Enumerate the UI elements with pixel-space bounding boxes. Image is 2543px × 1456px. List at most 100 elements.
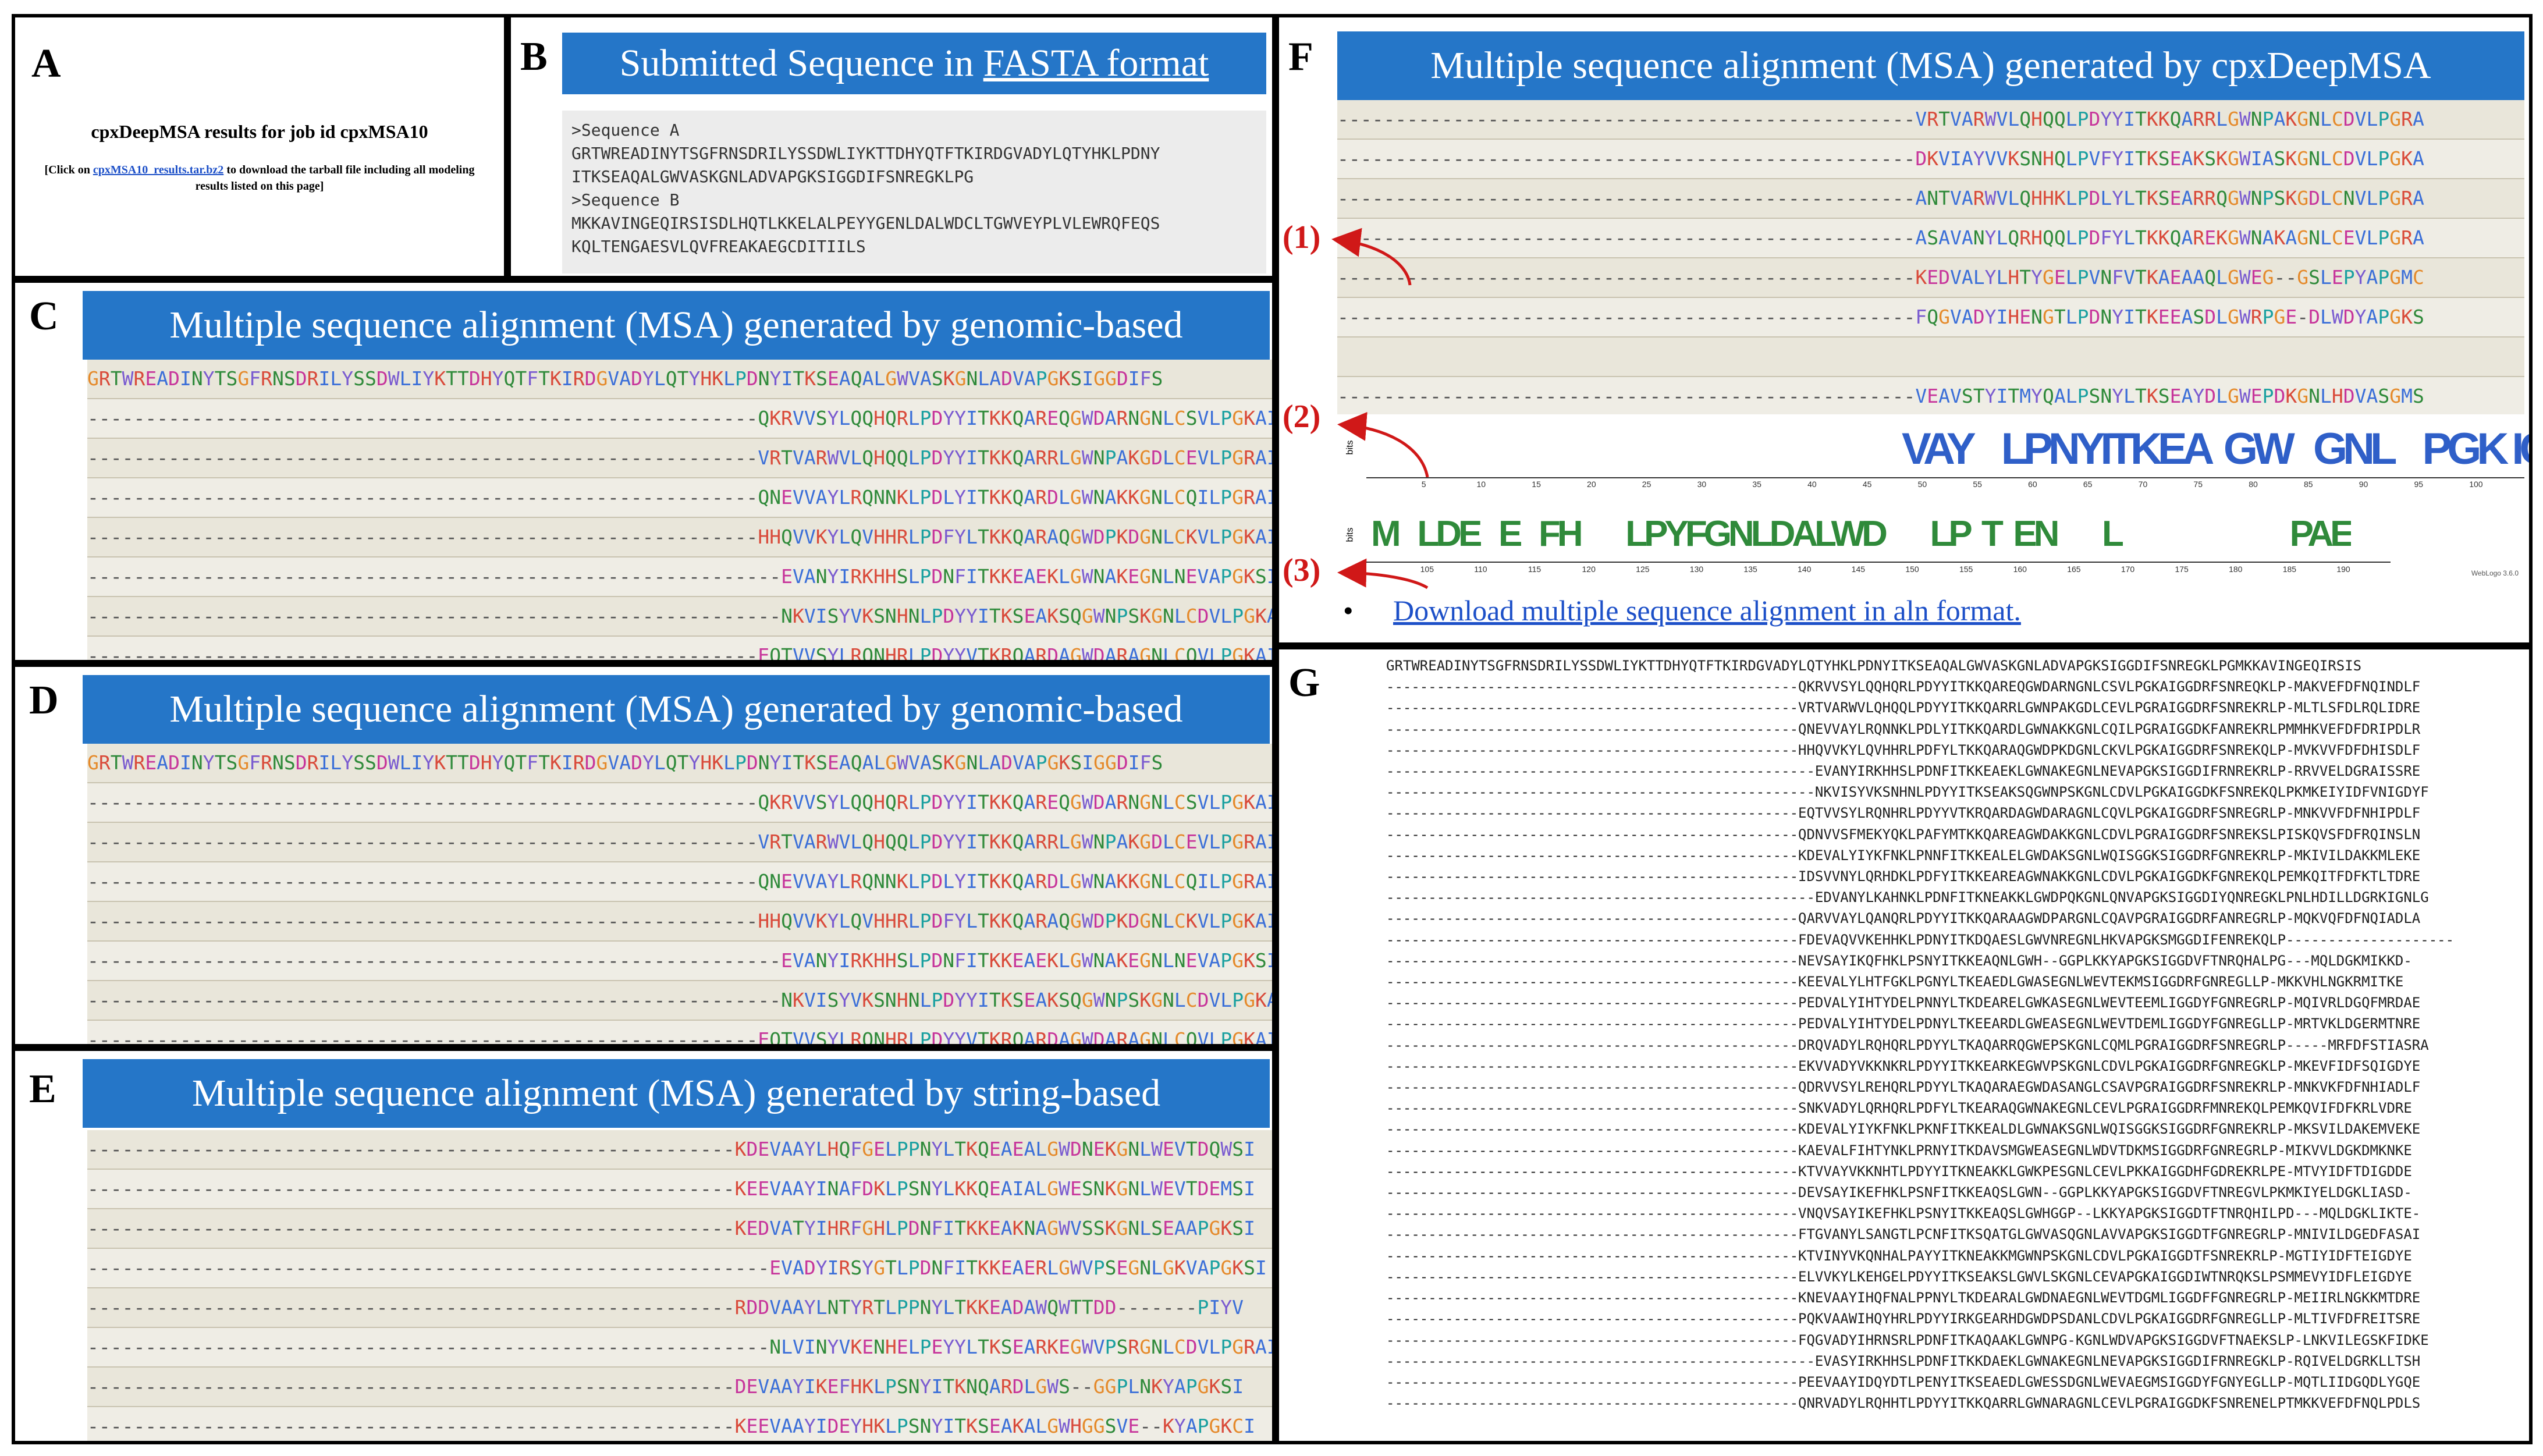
- msa-alignment-d: GRTWREADINYTSGFRNSDRILYSSDWLIYKTTDHYQTFT…: [87, 744, 1272, 1044]
- tarball-link[interactable]: cpxMSA10_results.tar.bz2: [93, 164, 224, 176]
- msa-header-e: Multiple sequence alignment (MSA) genera…: [83, 1059, 1270, 1128]
- logo-axis-tick-label: 100: [2469, 480, 2483, 489]
- logo-axis-tick-label: 120: [1582, 564, 1596, 574]
- logo-axis-tick-label: 35: [1752, 480, 1761, 489]
- sequence-logo-2: bits M LDE E FH LPYFGNLDALWD LP T EN L P…: [1343, 506, 2524, 582]
- alignment-text-row: ----------------------------------------…: [1386, 826, 2421, 843]
- logo-axis-line-1: [1366, 477, 2524, 478]
- alignment-text-row: ----------------------------------------…: [1386, 699, 2421, 716]
- alignment-row: ----------------------------------------…: [87, 518, 1272, 557]
- msa-header-d: Multiple sequence alignment (MSA) genera…: [83, 675, 1270, 744]
- alignment-text-row: ----------------------------------------…: [1386, 741, 2421, 758]
- job-note: [Click on cpxMSA10_results.tar.bz2 to do…: [44, 162, 475, 194]
- download-aln-link[interactable]: Download multiple sequence alignment in …: [1393, 594, 2021, 627]
- panel-b: B Submitted Sequence in FASTA format >Se…: [507, 14, 1276, 279]
- panel-label-c: C: [29, 294, 59, 339]
- alignment-row: ----------------------------------------…: [1337, 219, 2524, 258]
- annotation-marker-3: (3): [1283, 552, 1321, 588]
- panel-label-g: G: [1288, 660, 1320, 705]
- msa-text-list-g: GRTWREADINYTSGFRNSDRILYSSDWLIYKTTDHYQTFT…: [1386, 655, 2527, 1441]
- alignment-text-row: ----------------------------------------…: [1386, 784, 2429, 801]
- sequence-logo-1: bits VAY LPNYITKEA GW GNL PGK IGGDFNBE L…: [1343, 419, 2529, 500]
- alignment-text-row: ----------------------------------------…: [1386, 1100, 2412, 1117]
- alignment-row: ----------------------------------------…: [87, 823, 1272, 862]
- logo-axis-tick-label: 135: [1743, 564, 1757, 574]
- alignment-row: ----------------------------------------…: [1337, 179, 2524, 219]
- panel-g: G GRTWREADINYTSGFRNSDRILYSSDWLIYKTTDHYQT…: [1276, 646, 2533, 1444]
- alignment-text-row: ----------------------------------------…: [1386, 1311, 2421, 1327]
- logo-axis-tick-label: 60: [2028, 480, 2037, 489]
- alignment-row: ----------------------------------------…: [1337, 140, 2524, 179]
- alignment-text-row: ----------------------------------------…: [1386, 889, 2429, 906]
- logo-letters-1: VAY LPNYITKEA GW GNL PGK IGGDFNBE LP: [1902, 424, 2529, 474]
- logo-axis-tick-label: 190: [2336, 564, 2350, 574]
- alignment-row: ----------------------------------------…: [87, 783, 1272, 823]
- alignment-row: ----------------------------------------…: [87, 1021, 1272, 1044]
- logo-bits-label-1: bits: [1345, 440, 1355, 455]
- alignment-text-row: ----------------------------------------…: [1386, 1205, 2421, 1222]
- logo-axis-tick-label: 30: [1697, 480, 1707, 489]
- alignment-row: ----------------------------------------…: [87, 1170, 1272, 1209]
- alignment-text-row: ----------------------------------------…: [1386, 1268, 2412, 1285]
- logo-axis-tick-label: 95: [2414, 480, 2424, 489]
- alignment-text-row: ----------------------------------------…: [1386, 1184, 2412, 1201]
- fasta-sequence-line: KQLTENGAESVLQVFREAKAEGCDITIILS: [571, 237, 866, 256]
- alignment-text-row: ----------------------------------------…: [1386, 847, 2421, 864]
- alignment-row: GRTWREADINYTSGFRNSDRILYSSDWLIYKTTDHYQTFT…: [87, 360, 1272, 399]
- logo-letters-2: M LDE E FH LPYFGNLDALWD LP T EN L PAE: [1371, 514, 2351, 554]
- alignment-row: ----------------------------------------…: [87, 1368, 1272, 1407]
- logo-axis-tick-label: 75: [2193, 480, 2203, 489]
- alignment-text-row: ----------------------------------------…: [1386, 1395, 2421, 1412]
- logo-axis-tick-label: 40: [1807, 480, 1817, 489]
- logo-axis-tick-label: 150: [1905, 564, 1919, 574]
- annotation-marker-1: (1): [1283, 219, 1321, 255]
- alignment-text-row: GRTWREADINYTSGFRNSDRILYSSDWLIYKTTDHYQTFT…: [1386, 658, 2362, 674]
- alignment-row: ----------------------------------------…: [1337, 258, 2524, 298]
- alignment-text-row: ----------------------------------------…: [1386, 931, 2455, 948]
- download-bullet: •: [1343, 594, 1354, 627]
- logo-axis-ticks-2: 105 110 115 120 125 130 135 140 145 150 155 160 165 1…: [1366, 564, 2391, 578]
- msa-alignment-c: GRTWREADINYTSGFRNSDRILYSSDWLIYKTTDHYQTFT…: [87, 360, 1272, 660]
- logo-axis-tick-label: 110: [1474, 564, 1487, 574]
- alignment-row: ----------------------------------------…: [1337, 100, 2524, 140]
- fasta-sequence-line: ITKSEAQALGWVASKGNLADVAPGKSIGGDIFSNREGKLP…: [571, 167, 974, 186]
- panel-label-a: A: [31, 41, 61, 86]
- annotation-marker-2: (2): [1283, 399, 1321, 435]
- logo-axis-tick-label: 155: [1959, 564, 1973, 574]
- alignment-row: ----------------------------------------…: [87, 478, 1272, 518]
- logo-axis-tick-label: 50: [1917, 480, 1927, 489]
- msa-alignment-e: ----------------------------------------…: [87, 1130, 1272, 1441]
- job-title: cpxDeepMSA results for job id cpxMSA10: [91, 121, 428, 142]
- logo-axis-tick-label: 125: [1636, 564, 1650, 574]
- alignment-row: ----------------------------------------…: [87, 1328, 1272, 1368]
- fasta-sequence-line: GRTWREADINYTSGFRNSDRILYSSDWLIYKTTDHYQTFT…: [571, 144, 1160, 163]
- alignment-text-row: ----------------------------------------…: [1386, 995, 2421, 1011]
- panel-d: D Multiple sequence alignment (MSA) gene…: [12, 663, 1276, 1047]
- logo-axis-tick-label: 25: [1642, 480, 1651, 489]
- alignment-text-row: ----------------------------------------…: [1386, 1079, 2421, 1096]
- fasta-sequence-line: MKKAVINGEQIRSISDLHQTLKKELALPEYYGENLDALWD…: [571, 214, 1160, 233]
- panel-c: C Multiple sequence alignment (MSA) gene…: [12, 279, 1276, 663]
- alignment-row: ----------------------------------------…: [87, 862, 1272, 902]
- logo-axis-tick-label: 90: [2359, 480, 2368, 489]
- fasta-header-line: >Sequence B: [571, 190, 680, 209]
- alignment-text-row: ----------------------------------------…: [1386, 763, 2421, 780]
- logo-axis-ticks-1: 5 10 15 20 25 30 35 40 45 50 55 60 65 70 75 80 85 90 95 100: [1366, 480, 2524, 493]
- alignment-text-row: ----------------------------------------…: [1386, 1163, 2412, 1180]
- logo-axis-tick-label: 5: [1421, 480, 1426, 489]
- alignment-text-row: ----------------------------------------…: [1386, 679, 2421, 695]
- panel-label-f: F: [1288, 34, 1313, 79]
- alignment-text-row: ----------------------------------------…: [1386, 1142, 2412, 1159]
- alignment-row: ----------------------------------------…: [87, 557, 1272, 597]
- fasta-format-link[interactable]: FASTA format: [983, 42, 1209, 84]
- alignment-text-row: ----------------------------------------…: [1386, 1057, 2421, 1074]
- logo-axis-tick-label: 45: [1862, 480, 1872, 489]
- logo-bits-label-2: bits: [1345, 527, 1355, 542]
- logo-axis-tick-label: 85: [2303, 480, 2313, 489]
- alignment-row: ----------------------------------------…: [87, 902, 1272, 942]
- alignment-row: ----------------------------------------…: [87, 1209, 1272, 1249]
- msa-header-c: Multiple sequence alignment (MSA) genera…: [83, 291, 1270, 360]
- alignment-row: ----------------------------------------…: [87, 942, 1272, 981]
- job-note-pre: [Click on: [44, 164, 93, 176]
- alignment-row: ----------------------------------------…: [87, 597, 1272, 637]
